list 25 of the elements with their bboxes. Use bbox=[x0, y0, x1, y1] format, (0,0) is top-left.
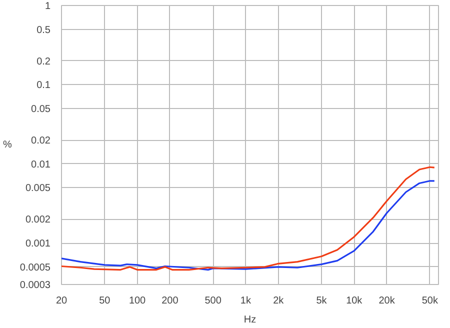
y-tick-label: 1 bbox=[44, 1, 51, 12]
y-tick-label: 0.02 bbox=[31, 136, 51, 147]
x-tick-label: 10k bbox=[346, 296, 364, 306]
y-tick-label: 0.001 bbox=[25, 238, 51, 250]
x-tick-label: 100 bbox=[128, 296, 146, 306]
y-axis-title: % bbox=[3, 140, 12, 150]
x-tick-label: 500 bbox=[204, 296, 222, 306]
x-tick-label: 50 bbox=[99, 296, 111, 306]
y-tick-label: 0.01 bbox=[31, 159, 51, 170]
x-tick-label: 200 bbox=[162, 296, 179, 306]
y-tick-label: 0.0003 bbox=[20, 280, 51, 291]
x-axis-title: Hz bbox=[244, 314, 256, 326]
x-tick-label: 5k bbox=[316, 296, 328, 306]
x-tick-label: 50k bbox=[422, 296, 439, 306]
x-tick-label: 2k bbox=[273, 296, 285, 306]
x-tick-label: 1k bbox=[240, 296, 252, 306]
y-tick-label: 0.5 bbox=[36, 24, 51, 36]
y-tick-label: 0.005 bbox=[25, 183, 51, 194]
y-tick-label: 0.05 bbox=[31, 104, 51, 116]
x-tick-label: 20 bbox=[56, 296, 68, 306]
y-tick-label: 0.002 bbox=[25, 214, 51, 226]
y-tick-label: 0.0005 bbox=[20, 262, 51, 274]
y-tick-label: 0.2 bbox=[36, 56, 51, 68]
y-tick-label: 0.1 bbox=[36, 80, 51, 92]
x-tick-label: 20k bbox=[378, 296, 396, 306]
